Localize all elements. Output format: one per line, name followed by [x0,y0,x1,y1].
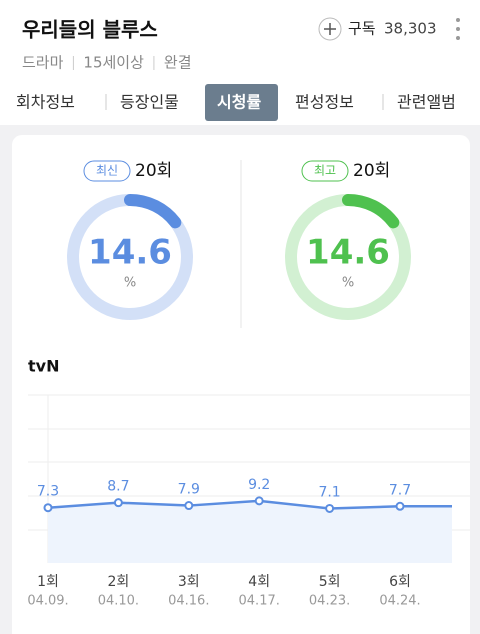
title: 우리들의 블루스 [22,18,158,42]
subscribe-label[interactable]: 구독 [348,20,376,38]
badge [301,160,349,182]
tab[interactable]: 편성정보 [295,93,354,112]
badge [83,160,131,182]
point [254,496,264,506]
point [184,501,194,511]
date-label: 04.16. [168,594,209,609]
x-tick-label: 1회 [37,574,59,590]
x-tick-label: 6회 [389,574,411,590]
meta: 15세이상 [83,54,144,72]
value-label: 9.2 [248,477,270,493]
subscribe-icon[interactable] [318,17,342,41]
tab[interactable]: 관련앨범 [397,93,456,112]
tab[interactable]: 시청률 [217,93,261,112]
x-tick-label: 4회 [248,574,270,590]
value-label: 7.9 [178,482,200,498]
episode: 20회 [135,161,172,181]
tab[interactable]: 등장인물 [120,93,179,112]
badge-label: 최고 [314,164,336,178]
value-label: 8.7 [107,479,129,495]
kebab[interactable] [456,18,460,40]
point [113,498,123,508]
value-label: 7.1 [318,484,340,500]
value-label: 7.7 [389,482,411,498]
badge-label: 최신 [96,164,118,178]
plus [324,23,336,35]
point [43,503,53,513]
subscriber-count: 38,303 [384,20,437,38]
active-tab-bg [205,84,278,121]
ring-progress [285,194,411,320]
ring-progress [67,194,193,320]
date-label: 04.10. [98,594,139,609]
point [395,501,405,511]
value-label: 7.3 [37,484,59,500]
rating-value: 14.6 [88,233,172,273]
episode: 20회 [353,161,390,181]
date-label: 04.23. [309,594,350,609]
chart-title: tvN [28,357,59,376]
date-label: 04.09. [27,594,68,609]
x-tick-label: 5회 [319,574,341,590]
area [48,500,452,563]
rating-value: 14.6 [306,233,390,273]
date-label: 04.17. [239,594,280,609]
rating-unit: % [342,276,354,291]
date-label: 04.24. [379,594,420,609]
point [325,503,335,513]
meta: 드라마 [22,54,64,72]
x-tick-label: 2회 [108,574,130,590]
rating-unit: % [124,276,136,291]
x-tick-label: 3회 [178,574,200,590]
tab[interactable]: 회차정보 [16,93,75,112]
meta: 완결 [164,54,192,72]
